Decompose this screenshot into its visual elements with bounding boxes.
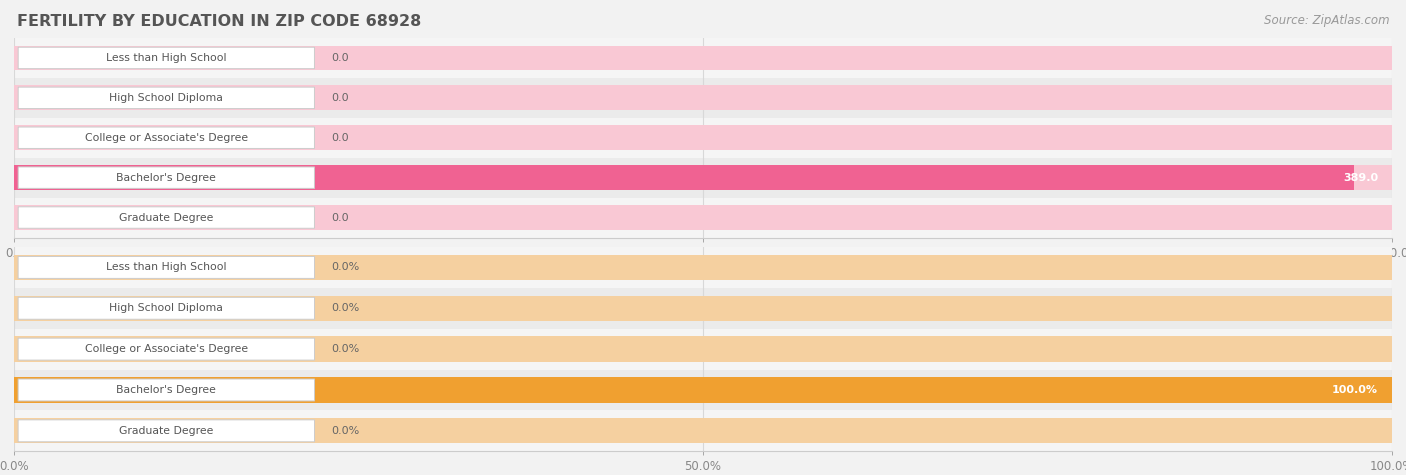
- Bar: [14, 418, 1392, 444]
- Bar: [14, 198, 1392, 238]
- FancyBboxPatch shape: [18, 207, 315, 228]
- Text: High School Diploma: High School Diploma: [110, 303, 224, 314]
- Text: 0.0%: 0.0%: [330, 344, 359, 354]
- FancyBboxPatch shape: [18, 379, 315, 401]
- Text: FERTILITY BY EDUCATION IN ZIP CODE 68928: FERTILITY BY EDUCATION IN ZIP CODE 68928: [17, 14, 422, 29]
- FancyBboxPatch shape: [18, 338, 315, 360]
- Text: Source: ZipAtlas.com: Source: ZipAtlas.com: [1264, 14, 1389, 27]
- Bar: [14, 255, 1392, 280]
- Text: Bachelor's Degree: Bachelor's Degree: [117, 172, 217, 183]
- Text: 0.0%: 0.0%: [330, 303, 359, 314]
- Text: Graduate Degree: Graduate Degree: [120, 212, 214, 223]
- FancyBboxPatch shape: [18, 167, 315, 189]
- Text: 0.0%: 0.0%: [330, 262, 359, 273]
- Bar: [14, 377, 1392, 403]
- Bar: [14, 118, 1392, 158]
- Bar: [14, 247, 1392, 288]
- Text: 0.0%: 0.0%: [330, 426, 359, 436]
- FancyBboxPatch shape: [18, 87, 315, 109]
- Text: Bachelor's Degree: Bachelor's Degree: [117, 385, 217, 395]
- Bar: [14, 125, 1392, 150]
- FancyBboxPatch shape: [18, 127, 315, 149]
- Bar: [14, 165, 1354, 190]
- Bar: [14, 336, 1392, 362]
- Bar: [14, 370, 1392, 410]
- Bar: [14, 295, 1392, 321]
- Bar: [14, 165, 1392, 190]
- Text: High School Diploma: High School Diploma: [110, 93, 224, 103]
- Text: 0.0: 0.0: [330, 93, 349, 103]
- Bar: [14, 38, 1392, 78]
- Bar: [14, 86, 1392, 110]
- Bar: [14, 46, 1392, 70]
- Text: College or Associate's Degree: College or Associate's Degree: [84, 133, 247, 143]
- Bar: [14, 158, 1392, 198]
- Bar: [14, 377, 1392, 403]
- Text: Graduate Degree: Graduate Degree: [120, 426, 214, 436]
- Text: 389.0: 389.0: [1343, 172, 1378, 183]
- Text: 0.0: 0.0: [330, 53, 349, 63]
- Bar: [14, 205, 1392, 230]
- Bar: [14, 410, 1392, 451]
- Text: Less than High School: Less than High School: [105, 262, 226, 273]
- Text: 0.0: 0.0: [330, 212, 349, 223]
- FancyBboxPatch shape: [18, 256, 315, 278]
- Bar: [14, 288, 1392, 329]
- Bar: [14, 329, 1392, 370]
- Text: 0.0: 0.0: [330, 133, 349, 143]
- FancyBboxPatch shape: [18, 47, 315, 69]
- FancyBboxPatch shape: [18, 297, 315, 319]
- Text: College or Associate's Degree: College or Associate's Degree: [84, 344, 247, 354]
- Bar: [14, 78, 1392, 118]
- Text: Less than High School: Less than High School: [105, 53, 226, 63]
- FancyBboxPatch shape: [18, 420, 315, 442]
- Text: 100.0%: 100.0%: [1331, 385, 1378, 395]
